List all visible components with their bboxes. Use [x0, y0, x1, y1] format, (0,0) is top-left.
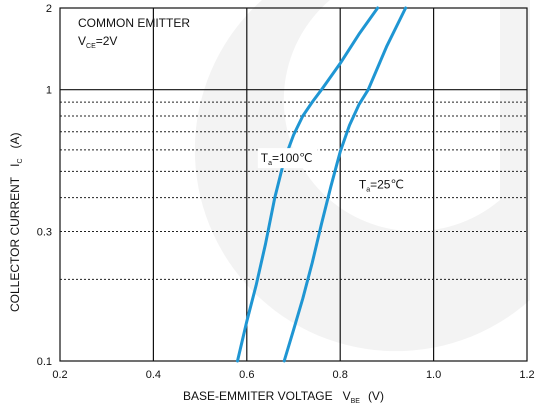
- y-axis-title: COLLECTOR CURRENTIC(A): [8, 132, 24, 312]
- x-tick-label: 1.0: [426, 369, 441, 381]
- x-tick-label: 0.6: [239, 369, 254, 381]
- x-axis-title: BASE-EMMITER VOLTAGE VBE (V): [183, 389, 384, 405]
- x-tick-label: 0.2: [52, 369, 67, 381]
- annotation-line1: COMMON EMITTER: [78, 16, 190, 30]
- y-tick-label: 0.1: [37, 356, 52, 368]
- x-tick-label: 0.4: [146, 369, 161, 381]
- x-tick-label: 0.8: [333, 369, 348, 381]
- y-tick-label: 0.3: [37, 227, 52, 239]
- annotation-line2: VCE=2V: [78, 34, 117, 50]
- series-label: Ta=25℃: [359, 177, 404, 193]
- y-tick-label: 2: [46, 3, 52, 15]
- y-tick-label: 1: [46, 85, 52, 97]
- x-tick-label: 1.2: [519, 369, 534, 381]
